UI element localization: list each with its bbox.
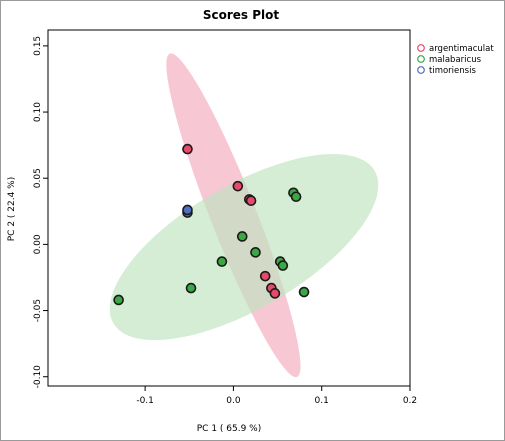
y-axis-label: PC 2 ( 22.4 %): [7, 177, 17, 242]
x-tick-label: 0.1: [315, 396, 329, 406]
point-malabaricus: [236, 231, 248, 242]
x-axis-label: PC 1 ( 65.9 %): [197, 424, 262, 434]
point-malabaricus: [113, 294, 124, 306]
legend-label-timoriensis: timoriensis: [429, 66, 476, 76]
point-timoriensis: [182, 204, 193, 216]
y-axis: -0.10 -0.05 0.00 0.05 0.10 0.15: [33, 36, 48, 389]
point-argentimaculat: [182, 143, 193, 155]
x-axis: -0.1 0.0 0.1 0.2: [136, 386, 417, 406]
confidence-ellipses: [109, 53, 379, 378]
point-argentimaculat: [259, 270, 271, 282]
y-tick-label: 0.05: [33, 168, 43, 188]
y-tick-label: 0.10: [33, 102, 43, 122]
x-tick-label: -0.1: [136, 396, 154, 406]
point-malabaricus: [185, 282, 197, 294]
point-argentimaculat: [232, 180, 244, 192]
chart-title: Scores Plot: [203, 8, 280, 22]
point-malabaricus: [298, 286, 310, 298]
ellipse-malabaricus: [109, 154, 379, 341]
point-malabaricus: [277, 260, 289, 271]
y-tick-label: -0.05: [33, 299, 43, 322]
point-malabaricus: [216, 256, 228, 267]
legend-label-malabaricus: malabaricus: [429, 55, 482, 65]
y-tick-label: 0.00: [33, 234, 43, 254]
point-argentimaculat: [269, 288, 281, 299]
x-tick-label: 0.0: [226, 396, 241, 406]
data-points: [113, 143, 310, 306]
legend-label-argentimaculat: argentimaculat: [429, 44, 494, 54]
point-argentimaculat: [245, 195, 257, 207]
y-tick-label: 0.15: [33, 36, 43, 56]
y-tick-label: -0.10: [33, 365, 43, 389]
legend-marker-argentimaculat: [417, 44, 425, 52]
x-tick-label: 0.2: [403, 396, 417, 406]
point-malabaricus: [250, 247, 261, 258]
legend-marker-timoriensis: [417, 66, 425, 74]
point-malabaricus: [290, 191, 302, 203]
plot-area-border: [47, 29, 411, 387]
legend-marker-malabaricus: [417, 55, 425, 63]
